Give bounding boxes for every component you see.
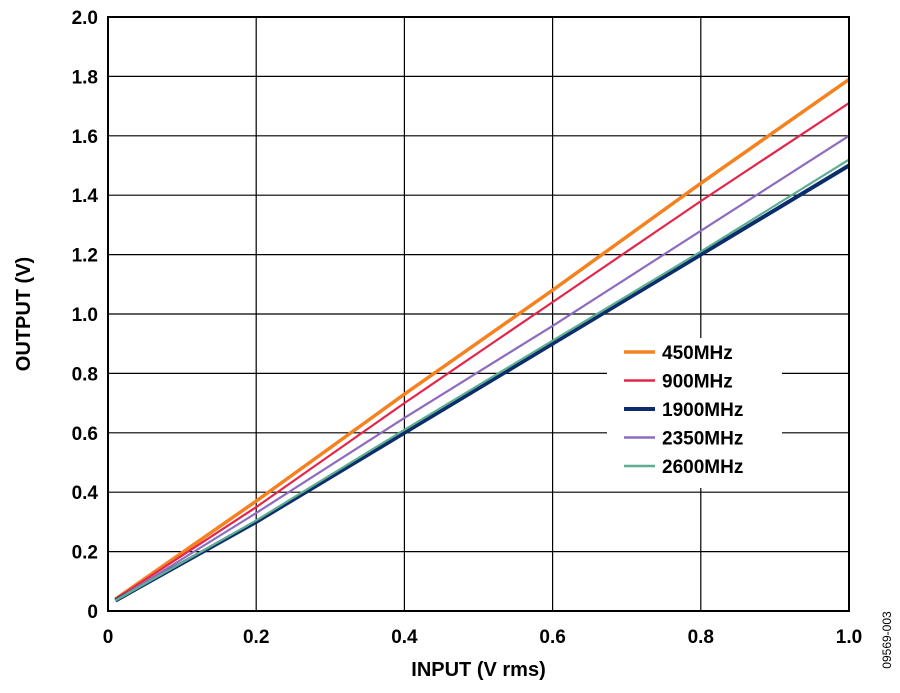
legend-label: 1900MHz <box>662 400 743 421</box>
figure-id: 09569-003 <box>880 611 894 669</box>
y-tick-label: 1.4 <box>72 186 99 207</box>
y-tick-label: 0.6 <box>72 424 98 445</box>
x-tick-label: 0.8 <box>688 627 714 648</box>
y-tick-label: 0 <box>87 602 98 623</box>
y-tick-label: 1.8 <box>72 67 98 88</box>
grid <box>107 16 850 612</box>
plot-frame <box>107 16 850 612</box>
y-tick-label: 1.6 <box>72 127 98 148</box>
y-axis-ticks: 0 0.2 0.4 0.6 0.8 1.0 1.2 1.4 1.6 1.8 2.0 <box>72 8 99 623</box>
series-line-450mhz <box>114 77 851 601</box>
legend: 450MHz 900MHz 1900MHz 2350MHz 2600MHz <box>607 338 782 488</box>
series-line-2600mhz <box>114 158 850 602</box>
legend-label: 900MHz <box>662 372 733 393</box>
series-line-900mhz <box>114 102 850 601</box>
legend-label: 450MHz <box>662 343 733 364</box>
x-tick-label: 1.0 <box>836 627 862 648</box>
x-axis-title: INPUT (V rms) <box>411 659 545 681</box>
y-axis-title: OUTPUT (V) <box>13 257 35 371</box>
y-tick-label: 0.4 <box>72 483 99 504</box>
y-tick-label: 1.2 <box>72 246 98 267</box>
x-tick-label: 0 <box>103 627 114 648</box>
x-axis-ticks: 0 0.2 0.4 0.6 0.8 1.0 <box>103 627 863 648</box>
x-tick-label: 0.4 <box>391 627 418 648</box>
y-tick-label: 1.0 <box>72 305 98 326</box>
series-line-2350mhz <box>114 134 850 602</box>
legend-label: 2350MHz <box>662 429 743 450</box>
y-tick-label: 2.0 <box>72 8 98 29</box>
legend-background <box>607 338 782 488</box>
x-tick-label: 0.2 <box>243 627 269 648</box>
series-lines <box>114 77 851 603</box>
legend-label: 2600MHz <box>662 457 743 478</box>
x-tick-label: 0.6 <box>539 627 565 648</box>
y-tick-label: 0.2 <box>72 543 98 564</box>
y-tick-label: 0.8 <box>72 364 98 385</box>
